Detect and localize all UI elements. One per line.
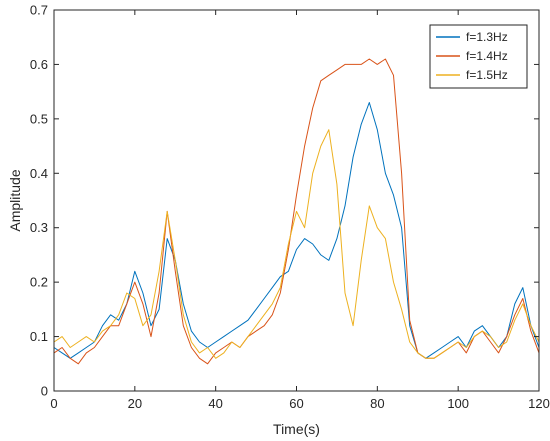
y-tick-label: 0 [41, 384, 48, 399]
x-axis-label: Time(s) [273, 421, 320, 437]
x-tick-label: 80 [370, 396, 384, 411]
series-line-1 [53, 102, 540, 359]
x-tick-label: 20 [128, 396, 142, 411]
x-tick-label: 100 [447, 396, 469, 411]
y-tick-label: 0.3 [30, 220, 48, 235]
y-tick-label: 0.6 [30, 57, 48, 72]
legend: f=1.3Hz f=1.4Hz f=1.5Hz [429, 24, 528, 89]
legend-label-2: f=1.4Hz [466, 49, 508, 63]
y-tick-label: 0.1 [30, 329, 48, 344]
x-tick-label: 120 [528, 396, 550, 411]
series-line-3 [53, 129, 540, 359]
x-tick-label: 40 [208, 396, 222, 411]
y-axis-label: Amplitude [7, 169, 23, 231]
x-tick-label: 60 [289, 396, 303, 411]
y-tick-label: 0.4 [30, 166, 48, 181]
y-tick-label: 0.5 [30, 111, 48, 126]
axes-layer: 0 20 40 60 80 100 120 0 0.1 0.2 0.3 0.4 0.5 0.6 0.7 [30, 3, 550, 412]
y-tick-label: 0.2 [30, 275, 48, 290]
series-layer [53, 58, 540, 365]
legend-label-3: f=1.5Hz [466, 68, 508, 82]
x-tick-label: 0 [50, 396, 57, 411]
legend-label-1: f=1.3Hz [466, 30, 508, 44]
y-tick-label: 0.7 [30, 3, 48, 18]
